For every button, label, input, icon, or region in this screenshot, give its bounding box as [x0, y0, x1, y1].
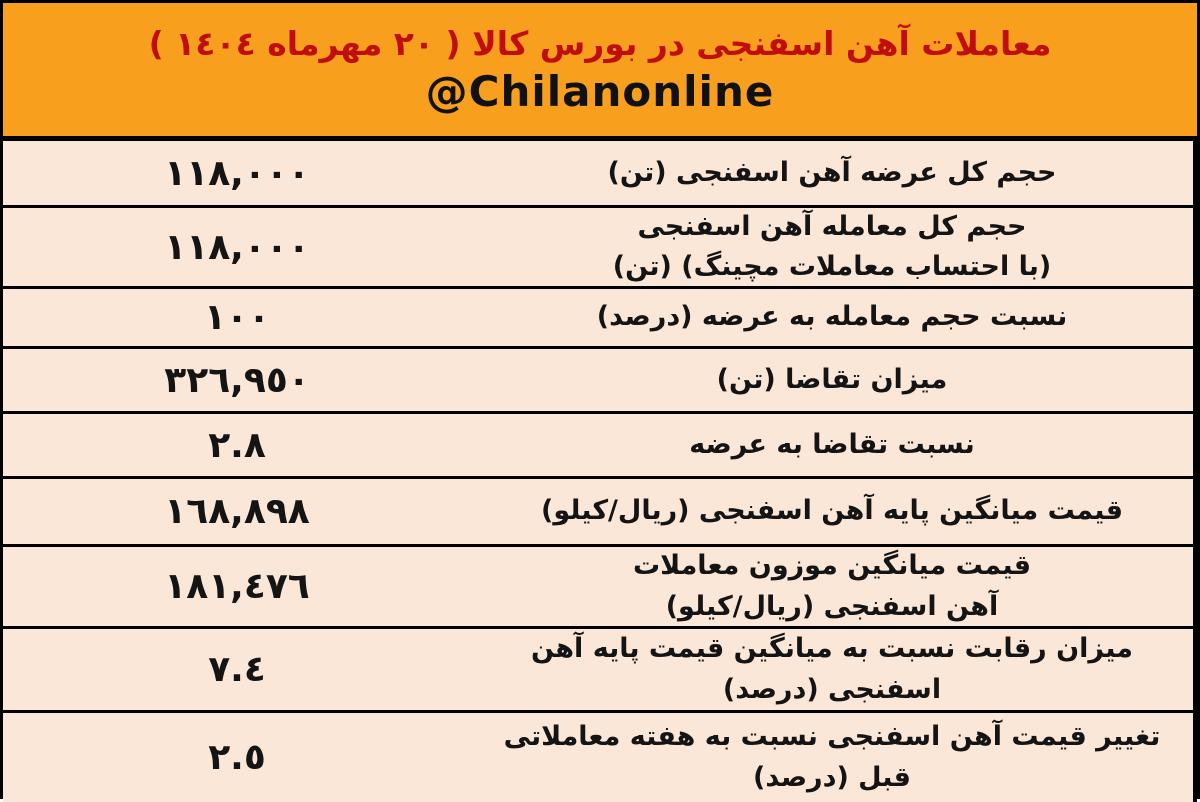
page-title: معاملات آهن اسفنجی در بورس کالا ( ٢٠ مهر…	[148, 23, 1052, 63]
table-row: ١٨١,٤٧٦ قیمت میانگین موزون معاملات آهن ا…	[3, 544, 1197, 626]
table-row: ١١٨,٠٠٠ حجم کل معامله آهن اسفنجی (با احت…	[3, 205, 1197, 286]
value-cell: ١٨١,٤٧٦	[164, 566, 310, 607]
table-row: ١٠٠ نسبت حجم معامله به عرضه (درصد)	[3, 286, 1197, 346]
value-cell: ٧.٤	[208, 649, 266, 690]
table-row: ١١٨,٠٠٠ حجم کل عرضه آهن اسفنجی (تن)	[3, 138, 1197, 205]
label-cell: میزان تقاضا (تن)	[471, 349, 1197, 411]
table-row: ٣٢٦,٩٥٠ میزان تقاضا (تن)	[3, 346, 1197, 411]
label-cell: قیمت میانگین موزون معاملات آهن اسفنجی (ر…	[471, 547, 1197, 626]
label-cell: حجم کل معامله آهن اسفنجی (با احتساب معام…	[471, 208, 1197, 286]
label-cell: نسبت تقاضا به عرضه	[471, 414, 1197, 476]
label-cell: قیمت میانگین پایه آهن اسفنجی (ریال/کیلو)	[471, 479, 1197, 544]
value-cell: ١١٨,٠٠٠	[164, 226, 310, 268]
value-cell: ١١٨,٠٠٠	[164, 152, 310, 194]
value-cell: ٢.٨	[208, 424, 266, 466]
value-cell: ٣٢٦,٩٥٠	[164, 359, 310, 401]
channel-handle: @Chilanonline	[425, 67, 775, 117]
label-cell: حجم کل عرضه آهن اسفنجی (تن)	[471, 141, 1197, 205]
value-cell: ١٦٨,٨٩٨	[164, 491, 310, 532]
table-row: ٢.٥ تغییر قیمت آهن اسفنجی نسبت به هفته م…	[3, 710, 1197, 802]
table-row: ١٦٨,٨٩٨ قیمت میانگین پایه آهن اسفنجی (ری…	[3, 476, 1197, 544]
table-row: ٢.٨ نسبت تقاضا به عرضه	[3, 411, 1197, 476]
label-cell: میزان رقابت نسبت به میانگین قیمت پایه آه…	[471, 629, 1197, 710]
value-cell: ١٠٠	[204, 297, 270, 338]
table-header: معاملات آهن اسفنجی در بورس کالا ( ٢٠ مهر…	[3, 3, 1197, 138]
table-row: ٧.٤ میزان رقابت نسبت به میانگین قیمت پای…	[3, 626, 1197, 710]
label-cell: نسبت حجم معامله به عرضه (درصد)	[471, 289, 1197, 346]
label-cell: تغییر قیمت آهن اسفنجی نسبت به هفته معامل…	[471, 713, 1197, 802]
value-cell: ٢.٥	[208, 737, 266, 778]
